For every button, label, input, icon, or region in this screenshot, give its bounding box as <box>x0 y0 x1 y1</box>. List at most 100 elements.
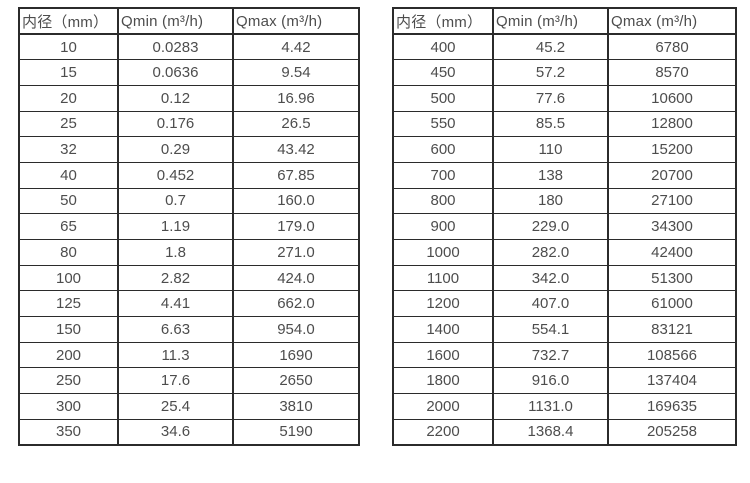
qmax-cell: 9.54 <box>232 59 360 86</box>
table-row: 100 2.82 424.0 <box>18 264 360 292</box>
qmin-cell: 0.29 <box>117 136 234 163</box>
diameter-cell: 200 <box>18 341 119 369</box>
table-row: 500 77.6 10600 <box>392 84 737 112</box>
qmin-cell: 0.452 <box>117 161 234 189</box>
qmax-cell: 15200 <box>607 136 737 163</box>
qmax-cell: 205258 <box>607 418 737 446</box>
qmin-cell: 0.0283 <box>117 33 234 61</box>
qmin-cell: 229.0 <box>492 213 609 240</box>
column-header-qmin: Qmin (m³/h) <box>117 7 234 35</box>
qmax-cell: 271.0 <box>232 239 360 266</box>
table-row: 150 6.63 954.0 <box>18 316 360 343</box>
qmin-cell: 1368.4 <box>492 418 609 446</box>
table-row: 450 57.2 8570 <box>392 59 737 86</box>
diameter-cell: 1000 <box>392 239 494 266</box>
diameter-cell: 350 <box>18 418 119 446</box>
diameter-cell: 150 <box>18 316 119 343</box>
qmax-cell: 424.0 <box>232 264 360 292</box>
diameter-cell: 800 <box>392 187 494 215</box>
table-row: 32 0.29 43.42 <box>18 136 360 163</box>
column-header-qmax: Qmax (m³/h) <box>232 7 360 35</box>
table-row: 800 180 27100 <box>392 187 737 215</box>
qmax-cell: 2650 <box>232 367 360 395</box>
table-row: 1100 342.0 51300 <box>392 264 737 292</box>
qmin-cell: 2.82 <box>117 264 234 292</box>
table-row: 1400 554.1 83121 <box>392 316 737 343</box>
qmin-cell: 11.3 <box>117 341 234 369</box>
table-row: 20 0.12 16.96 <box>18 84 360 112</box>
qmax-cell: 3810 <box>232 393 360 420</box>
qmin-cell: 282.0 <box>492 239 609 266</box>
qmax-cell: 179.0 <box>232 213 360 240</box>
diameter-cell: 10 <box>18 33 119 61</box>
diameter-cell: 1400 <box>392 316 494 343</box>
qmax-cell: 43.42 <box>232 136 360 163</box>
qmin-cell: 45.2 <box>492 33 609 61</box>
qmax-cell: 6780 <box>607 33 737 61</box>
table-row: 65 1.19 179.0 <box>18 213 360 240</box>
table-row: 400 45.2 6780 <box>392 33 737 61</box>
qmin-cell: 6.63 <box>117 316 234 343</box>
table-row: 1000 282.0 42400 <box>392 239 737 266</box>
diameter-cell: 300 <box>18 393 119 420</box>
table-row: 125 4.41 662.0 <box>18 290 360 318</box>
diameter-cell: 100 <box>18 264 119 292</box>
column-header-qmin: Qmin (m³/h) <box>492 7 609 35</box>
qmax-cell: 160.0 <box>232 187 360 215</box>
table-row: 300 25.4 3810 <box>18 393 360 420</box>
diameter-cell: 600 <box>392 136 494 163</box>
qmax-cell: 20700 <box>607 161 737 189</box>
qmax-cell: 61000 <box>607 290 737 318</box>
qmax-cell: 83121 <box>607 316 737 343</box>
diameter-cell: 550 <box>392 110 494 138</box>
diameter-cell: 50 <box>18 187 119 215</box>
qmin-cell: 407.0 <box>492 290 609 318</box>
qmin-cell: 25.4 <box>117 393 234 420</box>
qmin-cell: 1.8 <box>117 239 234 266</box>
qmax-cell: 662.0 <box>232 290 360 318</box>
flow-table-large-diameters: 内径（mm） Qmin (m³/h) Qmax (m³/h) 400 45.2 6780 4… <box>392 7 737 446</box>
qmin-cell: 34.6 <box>117 418 234 446</box>
table-row: 2200 1368.4 205258 <box>392 418 737 446</box>
diameter-cell: 450 <box>392 59 494 86</box>
qmax-cell: 8570 <box>607 59 737 86</box>
diameter-cell: 32 <box>18 136 119 163</box>
table-row: 900 229.0 34300 <box>392 213 737 240</box>
qmax-cell: 1690 <box>232 341 360 369</box>
diameter-cell: 1200 <box>392 290 494 318</box>
diameter-cell: 1800 <box>392 367 494 395</box>
qmax-cell: 26.5 <box>232 110 360 138</box>
diameter-cell: 15 <box>18 59 119 86</box>
flow-table-small-diameters: 内径（mm） Qmin (m³/h) Qmax (m³/h) 10 0.0283 4.42… <box>18 7 360 446</box>
qmin-cell: 342.0 <box>492 264 609 292</box>
qmin-cell: 1131.0 <box>492 393 609 420</box>
diameter-cell: 900 <box>392 213 494 240</box>
qmax-cell: 12800 <box>607 110 737 138</box>
column-header-diameter: 内径（mm） <box>392 7 494 35</box>
table-row: 40 0.452 67.85 <box>18 161 360 189</box>
qmax-cell: 27100 <box>607 187 737 215</box>
table-row: 200 11.3 1690 <box>18 341 360 369</box>
qmax-cell: 137404 <box>607 367 737 395</box>
diameter-cell: 25 <box>18 110 119 138</box>
qmax-cell: 16.96 <box>232 84 360 112</box>
qmin-cell: 85.5 <box>492 110 609 138</box>
table-row: 50 0.7 160.0 <box>18 187 360 215</box>
diameter-cell: 1100 <box>392 264 494 292</box>
table-row: 700 138 20700 <box>392 161 737 189</box>
diameter-cell: 80 <box>18 239 119 266</box>
diameter-cell: 500 <box>392 84 494 112</box>
qmin-cell: 4.41 <box>117 290 234 318</box>
diameter-cell: 40 <box>18 161 119 189</box>
header-row: 内径（mm） Qmin (m³/h) Qmax (m³/h) <box>18 7 360 35</box>
diameter-cell: 400 <box>392 33 494 61</box>
qmin-cell: 0.12 <box>117 84 234 112</box>
table-row: 1200 407.0 61000 <box>392 290 737 318</box>
qmin-cell: 554.1 <box>492 316 609 343</box>
qmin-cell: 110 <box>492 136 609 163</box>
qmax-cell: 51300 <box>607 264 737 292</box>
diameter-cell: 2000 <box>392 393 494 420</box>
table-row: 250 17.6 2650 <box>18 367 360 395</box>
qmin-cell: 17.6 <box>117 367 234 395</box>
qmax-cell: 5190 <box>232 418 360 446</box>
